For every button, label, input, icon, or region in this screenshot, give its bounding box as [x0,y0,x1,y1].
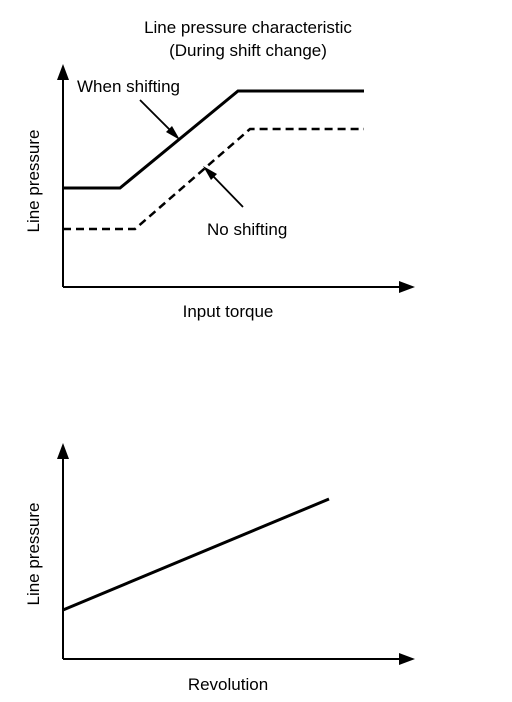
bottom-chart: Line pressure Revolution [24,443,415,694]
no-shifting-label: No shifting [207,220,287,239]
top-chart-title-line2: (During shift change) [169,41,327,60]
no-shifting-curve [63,127,364,231]
when-shifting-curve [63,89,364,190]
bottom-y-axis-arrowhead [57,443,69,459]
top-chart-title-line1: Line pressure characteristic [144,18,352,37]
top-y-axis-arrowhead [57,64,69,80]
when-shifting-leader [139,99,172,132]
top-y-axis-label: Line pressure [24,129,43,232]
bottom-y-axis-label: Line pressure [24,502,43,605]
bottom-x-axis-label: Revolution [188,675,268,694]
when-shifting-leader-arrowhead [166,126,180,140]
no-shifting-leader-arrowhead [203,166,217,180]
bottom-x-axis-arrowhead [399,653,415,665]
when-shifting-label: When shifting [77,77,180,96]
top-x-axis-label: Input torque [183,302,274,321]
top-chart: Line pressure characteristic (During shi… [24,18,415,321]
top-x-axis-arrowhead [399,281,415,293]
revolution-pressure-line [62,497,330,612]
no-shifting-leader [211,174,244,208]
